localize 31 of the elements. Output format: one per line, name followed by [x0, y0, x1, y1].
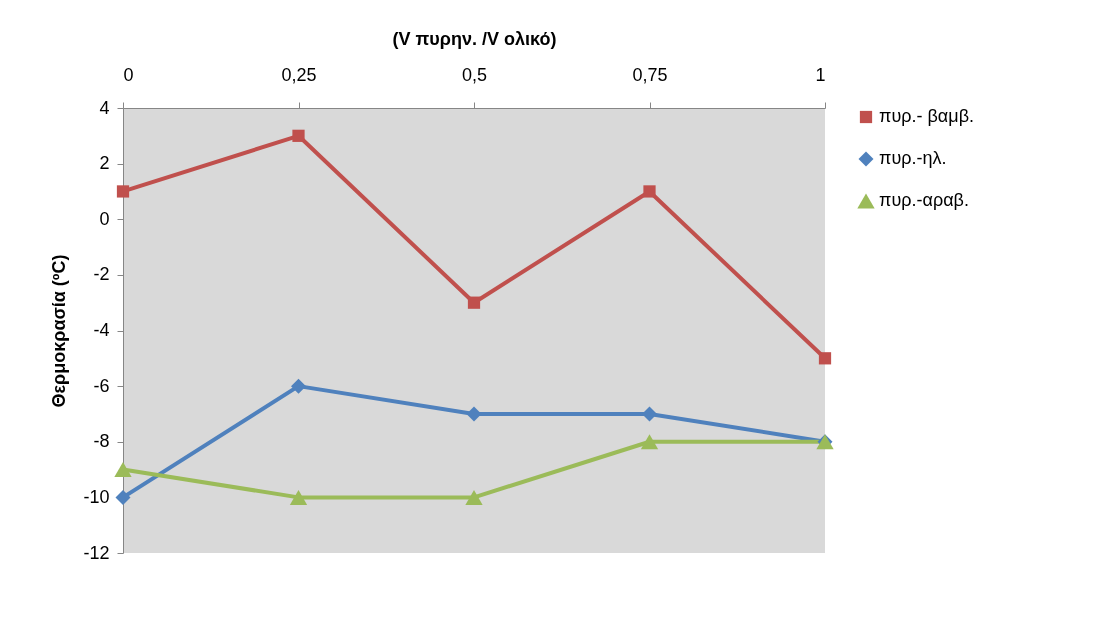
y-tick-label: 4 [99, 97, 110, 118]
legend-label: πυρ.- βαμβ. [879, 106, 974, 126]
point [465, 489, 483, 505]
point [291, 378, 306, 394]
x-axis-title: (V πυρην. /V ολικό) [392, 28, 557, 49]
y-tick-label: -4 [93, 320, 110, 340]
y-tick-label: -6 [93, 375, 110, 396]
y-tick-label: -2 [93, 264, 110, 285]
point [642, 406, 657, 422]
legend-label: πυρ.-ηλ. [879, 148, 947, 168]
y-tick-label: -8 [93, 431, 110, 452]
y-tick-label: 0 [99, 208, 110, 229]
x-tick-label: 0,5 [461, 64, 488, 85]
point [466, 406, 482, 422]
point [292, 129, 305, 142]
point [289, 489, 308, 505]
y-tick-label: 2 [99, 153, 110, 174]
point [116, 185, 130, 198]
x-tick-label: 1 [815, 64, 826, 85]
point [115, 489, 131, 505]
x-tick-label: 0,75 [632, 64, 668, 85]
y-tick-label: -10 [83, 486, 110, 507]
y-axis-title: Θερμοκρασία (ºC) [49, 254, 70, 408]
x-tick-label: 0 [123, 64, 134, 85]
y-tick-label: -12 [83, 542, 110, 563]
point [114, 462, 132, 478]
legend-label: πυρ.-αραβ. [879, 190, 969, 210]
point [640, 434, 659, 450]
point [467, 296, 481, 309]
point [818, 352, 832, 365]
x-tick-label: 0,25 [281, 64, 317, 85]
